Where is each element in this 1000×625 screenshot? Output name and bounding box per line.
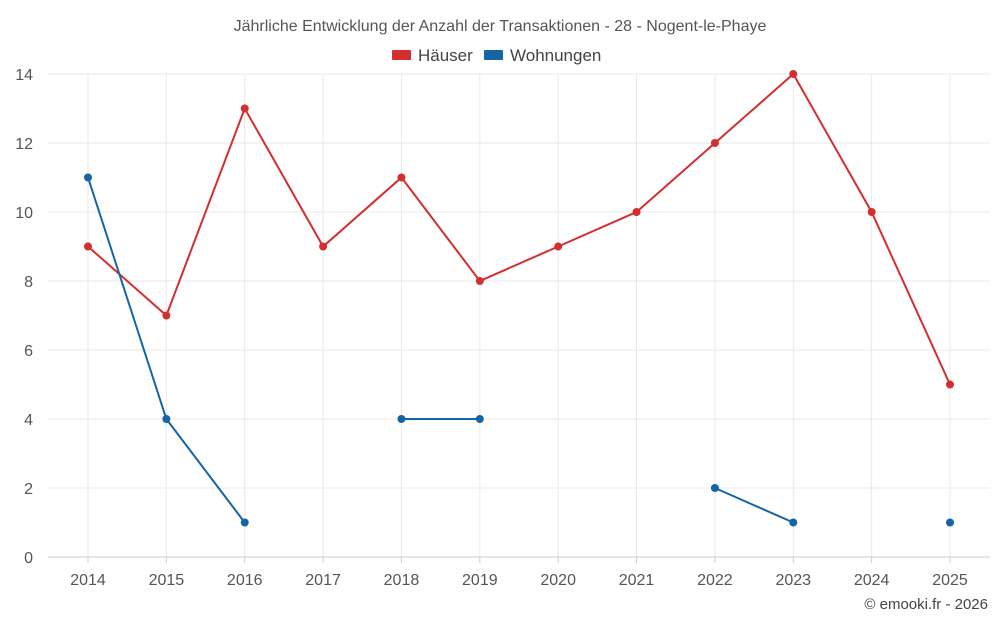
legend-swatch xyxy=(484,50,503,60)
data-point[interactable] xyxy=(554,242,563,251)
series-haeuser xyxy=(84,70,954,389)
data-point[interactable] xyxy=(475,277,484,285)
y-tick-label: 0 xyxy=(24,550,33,567)
data-point[interactable] xyxy=(84,242,92,251)
axes: 0 2 4 6 8 10 12 14 2014 2015 2016 2017 2018 2019 2020 2… xyxy=(15,67,990,589)
legend-label[interactable]: Häuser xyxy=(418,46,473,65)
data-point[interactable] xyxy=(710,139,719,147)
legend-swatch xyxy=(392,50,411,60)
x-tick-label: 2014 xyxy=(70,572,106,589)
x-tick-label: 2023 xyxy=(775,572,811,589)
y-tick-label: 14 xyxy=(15,67,33,84)
series-wohnungen xyxy=(84,173,954,527)
legend: Häuser Wohnungen xyxy=(392,46,601,65)
data-point[interactable] xyxy=(867,208,876,216)
data-point[interactable] xyxy=(84,173,92,182)
data-point[interactable] xyxy=(789,518,798,527)
series-line xyxy=(87,72,951,385)
y-tick-label: 12 xyxy=(15,136,33,153)
x-tick-label: 2025 xyxy=(932,572,968,589)
data-point[interactable] xyxy=(632,208,641,216)
y-tick-label: 2 xyxy=(24,481,33,498)
data-point[interactable] xyxy=(240,518,249,527)
x-tick-label: 2016 xyxy=(227,572,263,589)
y-tick-label: 6 xyxy=(24,343,33,360)
data-point[interactable] xyxy=(710,484,719,492)
data-point[interactable] xyxy=(397,173,406,182)
x-tick-label: 2024 xyxy=(854,572,890,589)
data-point[interactable] xyxy=(162,415,171,423)
y-tick-label: 8 xyxy=(24,274,33,291)
series-layer xyxy=(84,70,954,527)
series-line xyxy=(714,487,794,524)
x-tick-label: 2015 xyxy=(149,572,185,589)
x-tick-label: 2017 xyxy=(305,572,341,589)
data-point[interactable] xyxy=(475,415,484,423)
y-tick-label: 4 xyxy=(24,412,33,429)
x-tick-label: 2018 xyxy=(384,572,420,589)
grid xyxy=(48,73,990,558)
data-point[interactable] xyxy=(319,242,328,251)
x-tick-label: 2022 xyxy=(697,572,733,589)
data-point[interactable] xyxy=(397,415,406,423)
data-point[interactable] xyxy=(946,518,954,527)
x-tick-label: 2021 xyxy=(619,572,655,589)
y-tick-label: 10 xyxy=(15,205,33,222)
data-point[interactable] xyxy=(946,380,954,389)
data-point[interactable] xyxy=(162,311,171,320)
x-tick-label: 2020 xyxy=(540,572,576,589)
legend-label[interactable]: Wohnungen xyxy=(510,46,601,65)
x-tick-label: 2019 xyxy=(462,572,498,589)
credit-text: © emooki.fr - 2026 xyxy=(864,596,988,613)
chart-title: Jährliche Entwicklung der Anzahl der Tra… xyxy=(234,18,767,35)
data-point[interactable] xyxy=(789,70,798,78)
data-point[interactable] xyxy=(240,104,249,113)
